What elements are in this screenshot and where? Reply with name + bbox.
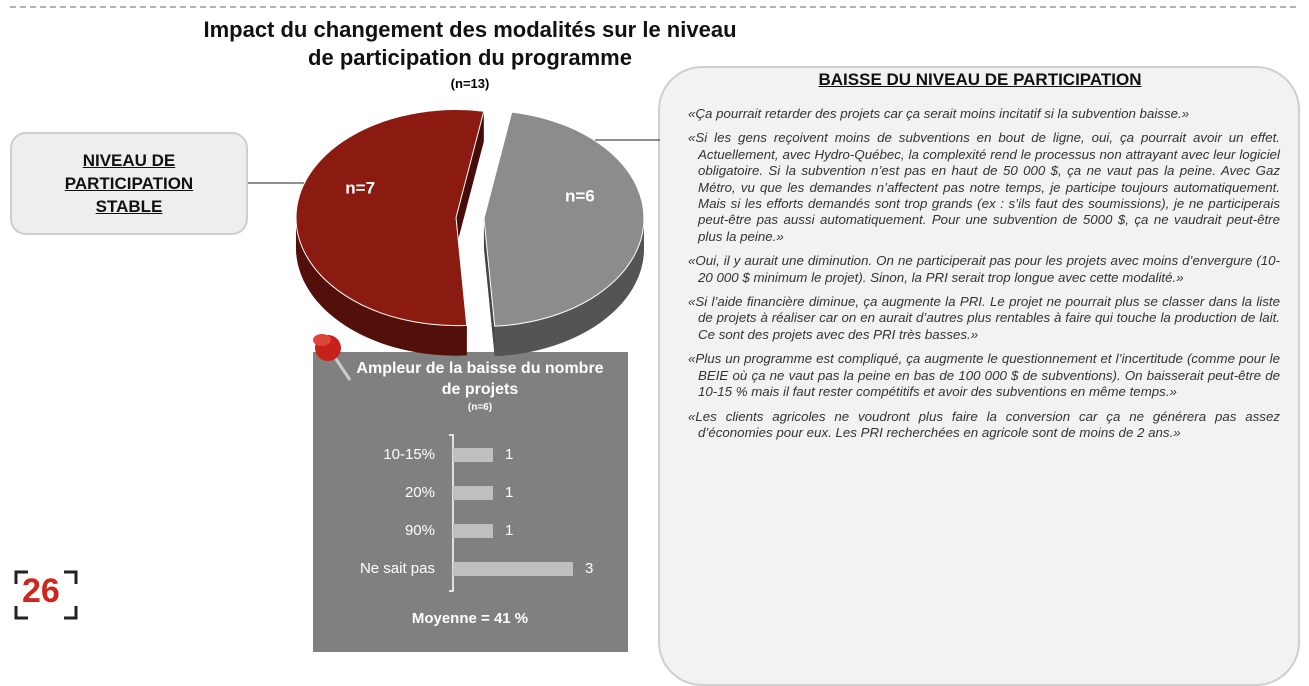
quote: «Si les gens reçoivent moins de subventi…: [688, 130, 1280, 244]
bar: [453, 524, 493, 538]
pie: n=7 n=6: [295, 109, 645, 357]
quote: «Ça pourrait retarder des projets car ça…: [688, 106, 1190, 121]
slice-label: n=6: [565, 186, 595, 205]
axis-line: [449, 434, 454, 592]
value-label: 1: [505, 522, 513, 539]
category-label: BAISSE DU NIVEAU DE PARTICIPATION: [818, 70, 1142, 89]
quote: «Plus un programme est compliqué, ça aug…: [688, 351, 1280, 400]
quote-panel: [658, 66, 1300, 686]
category-label: 10-15%: [383, 446, 435, 463]
pie-depth: [483, 218, 495, 357]
bar: [453, 562, 573, 576]
quote: «Oui, il y aurait une diminution. On ne …: [688, 253, 1280, 285]
value-label: 1: [505, 446, 513, 463]
pie-depth: [456, 111, 484, 248]
chart-subtitle: (n=13): [450, 76, 490, 91]
pushpin: [313, 334, 352, 381]
slice-label: n=7: [345, 179, 375, 198]
bar-chart: 10-15% 1 20% 1 90% 1 Ne sait pas 3: [360, 434, 593, 592]
bar: [453, 448, 493, 462]
value-label: 1: [505, 484, 513, 501]
callout-box: NIVEAU DE PARTICIPATION STABLE: [10, 132, 248, 235]
page-number: 26: [22, 572, 60, 610]
chart-canvas: n=7 n=6 10-15% 1 20% 1 90% 1 Ne sait pas 3: [10, 6, 1300, 620]
category-label: 90%: [405, 522, 435, 539]
bar-subtitle: (n=6): [467, 402, 493, 413]
category-label: 20%: [405, 484, 435, 501]
pie-slice: [483, 111, 645, 327]
category-label: Ne sait pas: [360, 560, 435, 577]
bar-panel: [313, 352, 628, 652]
quote: «Les clients agricoles ne voudront plus …: [688, 408, 1280, 440]
quote-list: «Ça pourrait retarder des projets car ça…: [688, 106, 1280, 449]
bar-note: Moyenne = 41 %: [411, 610, 529, 627]
pie-slice: [295, 109, 485, 327]
value-label: 3: [585, 560, 593, 577]
page-bracket: [14, 570, 78, 620]
pie-depth: [296, 217, 467, 356]
category-label: NIVEAU DE PARTICIPATION STABLE: [64, 151, 194, 216]
chart-title: Impact du changement des modalités sur l…: [203, 17, 737, 70]
slide: n=7 n=6 10-15% 1 20% 1 90% 1 Ne sait pas 3 Impac…: [10, 6, 1300, 686]
quote: «Si l’aide financière diminue, ça augmen…: [688, 294, 1280, 342]
bar: [453, 486, 493, 500]
bar-title: Ampleur de la baisse du nombre de projet…: [356, 360, 604, 398]
